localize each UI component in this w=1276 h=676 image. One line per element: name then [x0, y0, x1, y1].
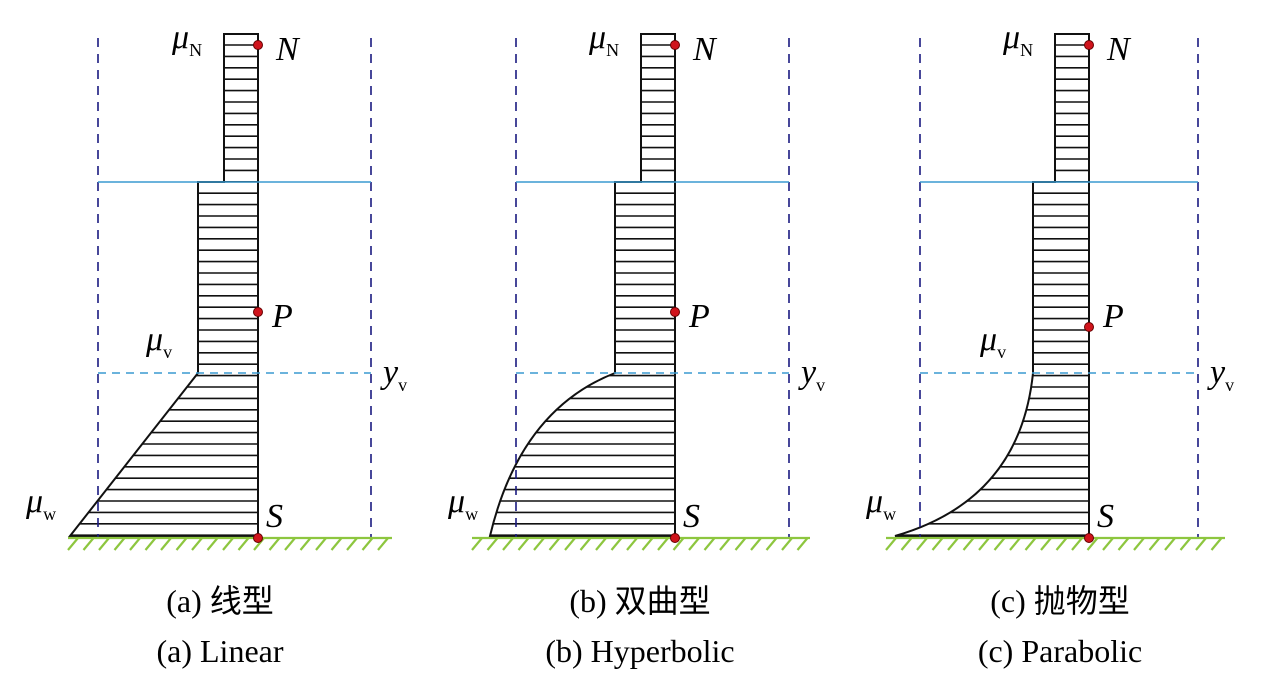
point: [253, 40, 263, 50]
point: [1084, 533, 1094, 543]
ground: [471, 536, 810, 551]
label-y-v-symbol: y: [380, 354, 399, 391]
label-mu-w-symbol: μ: [447, 483, 465, 520]
label-y-v: yv: [1207, 354, 1234, 395]
label-s: S: [683, 498, 700, 535]
label-mu-w-subscript: w: [883, 504, 896, 524]
label-mu-n: μN: [171, 19, 202, 60]
caption: (c) 抛物型: [990, 583, 1130, 619]
label-y-v-subscript: v: [816, 375, 825, 395]
label-mu-v: μv: [145, 321, 172, 362]
hatching: [895, 44, 1089, 536]
hatching: [70, 44, 258, 536]
point: [670, 40, 680, 50]
label-y-v: yv: [798, 354, 825, 395]
ground: [885, 536, 1225, 551]
label-n: N: [275, 31, 301, 68]
caption: (b) Hyperbolic: [545, 633, 734, 669]
label-mu-w: μw: [865, 483, 896, 524]
label-mu-v-symbol: μ: [979, 321, 997, 358]
label-s: S: [266, 498, 283, 535]
label-mu-n-symbol: μ: [171, 19, 189, 56]
label-p: P: [688, 298, 710, 335]
label-mu-v-subscript: v: [997, 342, 1006, 362]
label-mu-w-subscript: w: [465, 504, 478, 524]
label-y-v: yv: [380, 354, 407, 395]
label-mu-n-subscript: N: [1020, 40, 1033, 60]
label-y-v-subscript: v: [1225, 375, 1234, 395]
label-y-v-symbol: y: [1207, 354, 1226, 391]
label-y-v-symbol: y: [798, 354, 817, 391]
caption: (b) 双曲型: [569, 583, 710, 619]
label-mu-n: μN: [1002, 19, 1033, 60]
caption: (a) Linear: [156, 633, 283, 669]
point: [1084, 322, 1094, 332]
label-s: S: [1097, 498, 1114, 535]
label-mu-n: μN: [588, 19, 619, 60]
label-mu-n-symbol: μ: [588, 19, 606, 56]
label-mu-w-symbol: μ: [25, 483, 43, 520]
point: [253, 307, 263, 317]
label-mu-w-subscript: w: [43, 504, 56, 524]
label-mu-w-symbol: μ: [865, 483, 883, 520]
label-mu-w: μw: [447, 483, 478, 524]
caption: (c) Parabolic: [978, 633, 1142, 669]
label-n: N: [692, 31, 718, 68]
label-mu-n-subscript: N: [189, 40, 202, 60]
label-n: N: [1106, 31, 1132, 68]
caption: (a) 线型: [166, 583, 274, 619]
label-mu-w: μw: [25, 483, 56, 524]
hatching: [490, 44, 675, 536]
label-p: P: [1102, 298, 1124, 335]
point: [1084, 40, 1094, 50]
label-mu-v-symbol: μ: [145, 321, 163, 358]
label-mu-n-subscript: N: [606, 40, 619, 60]
label-p: P: [271, 298, 293, 335]
ground: [67, 536, 392, 551]
label-mu-n-symbol: μ: [1002, 19, 1020, 56]
label-mu-v: μv: [979, 321, 1006, 362]
point: [670, 533, 680, 543]
point: [670, 307, 680, 317]
label-y-v-subscript: v: [398, 375, 407, 395]
point: [253, 533, 263, 543]
label-mu-v-subscript: v: [163, 342, 172, 362]
